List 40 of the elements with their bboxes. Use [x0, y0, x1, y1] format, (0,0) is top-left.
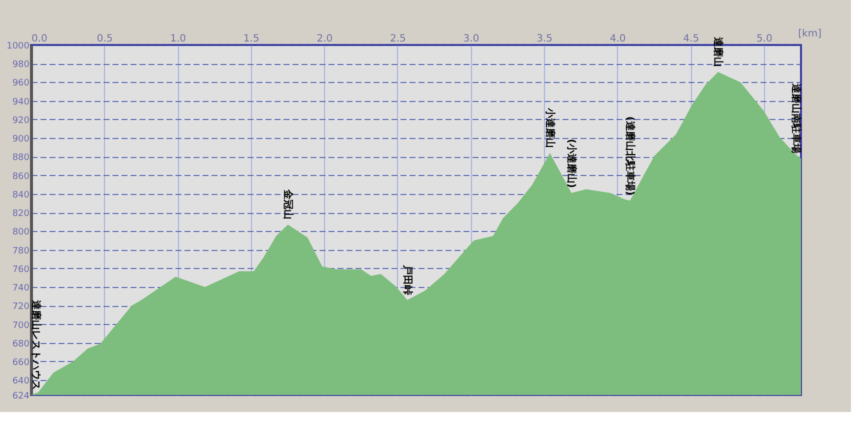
- y-tick-label: 640: [12, 376, 30, 387]
- x-axis-title: [km]: [798, 28, 822, 40]
- y-tick-label: 960: [12, 78, 30, 89]
- y-tick-label: 680: [12, 339, 30, 350]
- x-tick-label: 4.5: [683, 34, 700, 44]
- y-tick-label: 800: [12, 228, 30, 238]
- annotation: (達磨山北駐車場): [624, 116, 636, 196]
- x-tick-label: 5.0: [756, 34, 772, 44]
- y-tick-label: 660: [12, 358, 30, 368]
- annotation: 達磨山: [712, 36, 724, 67]
- x-tick-label: 3.5: [536, 34, 552, 44]
- y-tick-label: 840: [12, 190, 30, 200]
- annotation: 達磨山レストハウス: [30, 299, 42, 390]
- y-tick-label: 900: [12, 134, 30, 145]
- y-tick-label: 740: [12, 284, 30, 294]
- annotation: 達磨山南駐車場: [790, 82, 802, 154]
- y-tick-label: 880: [12, 153, 30, 164]
- y-tick-label: 940: [12, 97, 30, 108]
- x-tick-label: 4.0: [610, 34, 626, 44]
- x-tick-label: 2.0: [316, 34, 333, 44]
- y-tick-label: 1000: [6, 42, 30, 52]
- y-tick-label: 860: [12, 172, 30, 182]
- y-tick-label: 624: [12, 392, 30, 402]
- x-tick-label: 0.5: [96, 34, 113, 44]
- annotation: (小達磨山): [565, 138, 578, 188]
- y-tick-label: 720: [12, 302, 30, 312]
- y-tick-label: 700: [12, 320, 30, 331]
- annotation: 金冠山: [282, 188, 294, 220]
- x-tick-label: 0.0: [32, 34, 48, 44]
- annotation: 小達磨山: [544, 106, 556, 148]
- annotation: 戸田峠: [401, 264, 414, 296]
- x-tick-label: 1.0: [170, 34, 186, 44]
- y-tick-label: 780: [12, 246, 30, 256]
- x-tick-label: 2.5: [390, 34, 406, 44]
- y-tick-label: 760: [12, 264, 30, 275]
- x-tick-label: 1.5: [243, 34, 260, 44]
- y-tick-label: 820: [12, 209, 30, 220]
- y-tick-label: 980: [12, 60, 30, 70]
- y-tick-label: 920: [12, 116, 30, 126]
- x-tick-label: 3.0: [463, 34, 480, 44]
